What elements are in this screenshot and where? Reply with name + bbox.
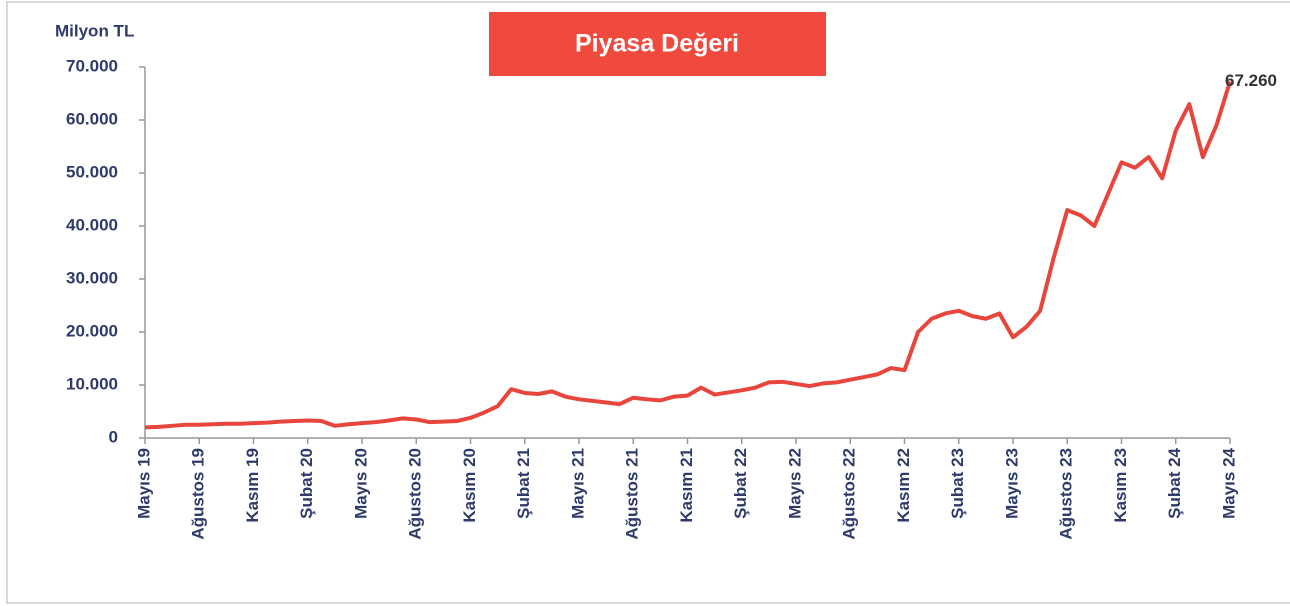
x-tick-label: Kasım 19 xyxy=(243,448,262,523)
title-box xyxy=(489,12,826,76)
y-tick-label: 60.000 xyxy=(66,109,118,128)
x-tick-label: Şubat 21 xyxy=(514,448,533,519)
x-tick-label: Mayıs 21 xyxy=(568,448,587,519)
y-tick-label: 70.000 xyxy=(66,56,118,75)
line xyxy=(144,80,1232,430)
frame xyxy=(6,1,1290,604)
x-tick-label: Mayıs 23 xyxy=(1002,448,1021,519)
x-tick-label: Şubat 20 xyxy=(297,448,316,519)
x-tick-label: Mayıs 24 xyxy=(1219,447,1238,518)
x-tick-label: Kasım 21 xyxy=(677,448,696,523)
x-tick-label: Şubat 24 xyxy=(1165,447,1184,518)
x-tick-label: Ağustos 23 xyxy=(1057,448,1076,540)
x-tick-label: Ağustos 19 xyxy=(189,448,208,540)
x-tick-label: Mayıs 20 xyxy=(351,448,370,519)
y-tick-label: 50.000 xyxy=(66,162,118,181)
y-tick-label: 10.000 xyxy=(66,374,118,393)
y-tick-label: 40.000 xyxy=(66,215,118,234)
y-tick-label: 30.000 xyxy=(66,268,118,287)
x-tick-label: Ağustos 20 xyxy=(406,448,425,540)
x-tick-label: Ağustos 22 xyxy=(840,448,859,540)
x-tick-label: Kasım 23 xyxy=(1111,448,1130,523)
y-tick-label: 20.000 xyxy=(66,321,118,340)
chart-title: Piyasa Değeri xyxy=(575,30,739,58)
x-tick-label: Kasım 22 xyxy=(894,448,913,523)
y-tick-label: 0 xyxy=(109,427,118,446)
x-tick-label: Mayıs 19 xyxy=(134,448,153,519)
data-label: 67.260 xyxy=(1225,71,1277,90)
x-tick-label: Mayıs 22 xyxy=(785,448,804,519)
x-tick-label: Şubat 22 xyxy=(731,448,750,519)
x-tick-label: Şubat 23 xyxy=(948,448,967,519)
x-tick-label: Ağustos 21 xyxy=(623,448,642,540)
x-tick-label: Kasım 20 xyxy=(460,448,479,523)
y-axis-label: Milyon TL xyxy=(55,21,134,40)
